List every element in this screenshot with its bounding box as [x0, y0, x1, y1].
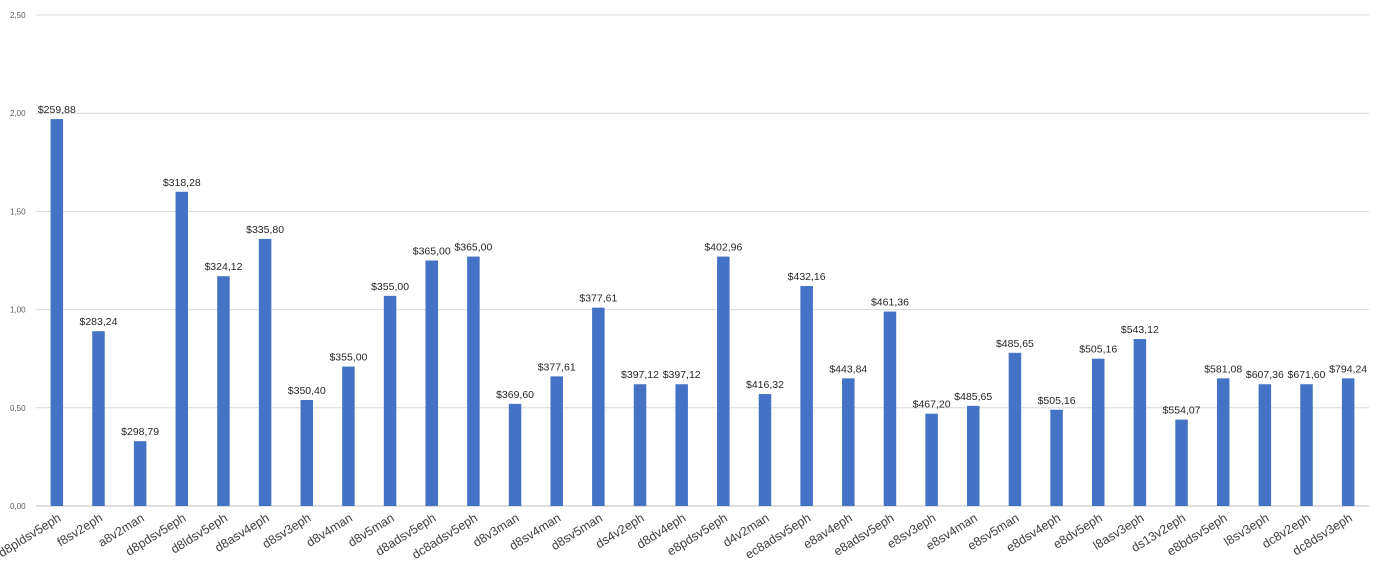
data-label: $505,16	[1038, 395, 1076, 407]
y-tick-label: 2,00	[10, 109, 26, 118]
x-category-label: d8v4man	[304, 511, 355, 550]
data-label: $355,00	[329, 352, 367, 364]
bar	[467, 256, 480, 506]
bar	[1216, 378, 1230, 506]
y-tick-label: 0,50	[10, 404, 26, 413]
bar	[717, 256, 730, 506]
data-label: $581,08	[1204, 363, 1242, 375]
bar	[258, 238, 272, 506]
bar	[1175, 419, 1188, 506]
y-tick-label: 2,50	[10, 11, 26, 20]
data-label: $467,20	[913, 399, 951, 411]
bar	[92, 331, 105, 506]
x-category-label: d8pldsv5eph	[0, 511, 63, 560]
data-label: $324,12	[204, 261, 242, 273]
bar	[675, 384, 688, 506]
data-label: $543,12	[1121, 324, 1159, 336]
bar	[1341, 378, 1355, 506]
data-label: $485,65	[954, 391, 992, 403]
bar	[1133, 339, 1147, 506]
bar	[217, 276, 230, 506]
y-axis-ticks: 0,00 0,50 1,00 1,50 2,00 2,50	[10, 11, 26, 511]
data-label: $298,79	[121, 426, 159, 438]
data-label: $554,07	[1163, 405, 1201, 417]
data-label: $259,88	[38, 104, 76, 116]
bar	[50, 119, 64, 506]
bar	[425, 260, 438, 506]
data-label: $505,16	[1079, 344, 1117, 356]
data-label: $377,61	[538, 361, 576, 373]
bar	[1050, 409, 1063, 506]
data-label: $350,40	[288, 385, 326, 397]
data-label: $607,36	[1246, 369, 1284, 381]
bar	[1091, 358, 1105, 506]
bar	[633, 384, 647, 506]
bar	[592, 307, 605, 506]
data-label: $318,28	[163, 177, 201, 189]
bar	[1008, 352, 1022, 506]
data-label: $355,00	[371, 281, 409, 293]
bar	[383, 295, 397, 506]
data-label: $335,80	[246, 224, 284, 236]
y-tick-label: 1,50	[10, 207, 26, 216]
gridlines	[36, 14, 1369, 507]
data-label: $283,24	[80, 316, 118, 328]
data-label: $365,00	[413, 246, 451, 258]
data-label: $461,36	[871, 297, 909, 309]
data-label: $397,12	[621, 369, 659, 381]
data-label: $397,12	[663, 369, 701, 381]
bar	[1258, 384, 1272, 506]
y-tick-label: 1,00	[10, 306, 26, 315]
data-label: $365,00	[454, 242, 492, 254]
data-label: $432,16	[788, 271, 826, 283]
bar	[133, 441, 147, 506]
y-tick-label: 0,00	[10, 502, 26, 511]
data-label: $402,96	[704, 242, 742, 254]
bar	[842, 378, 855, 506]
bar	[800, 286, 813, 506]
bar	[925, 413, 938, 506]
data-label: $369,60	[496, 389, 534, 401]
data-label: $377,61	[579, 293, 617, 305]
x-axis-categories: d8pldsv5ephf8sv2epha8v2mand8pdsv5ephd8ld…	[0, 511, 1355, 562]
bar	[300, 399, 314, 506]
data-label: $416,32	[746, 379, 784, 391]
bar	[175, 191, 189, 506]
data-label: $443,84	[829, 363, 867, 375]
bar	[342, 366, 355, 506]
bar	[967, 405, 980, 506]
bar	[1300, 384, 1313, 506]
x-category-label: f8sv2eph	[55, 511, 105, 550]
data-label: $485,65	[996, 338, 1034, 350]
data-label: $794,24	[1329, 363, 1367, 375]
bar	[883, 311, 897, 506]
bar	[508, 403, 522, 506]
data-label: $671,60	[1288, 369, 1326, 381]
bar	[758, 394, 772, 506]
bar	[550, 376, 563, 506]
bars	[50, 119, 1355, 506]
data-labels: $259,88 $283,24 $298,79 $318,28 $324,12 $335,…	[38, 104, 1367, 438]
